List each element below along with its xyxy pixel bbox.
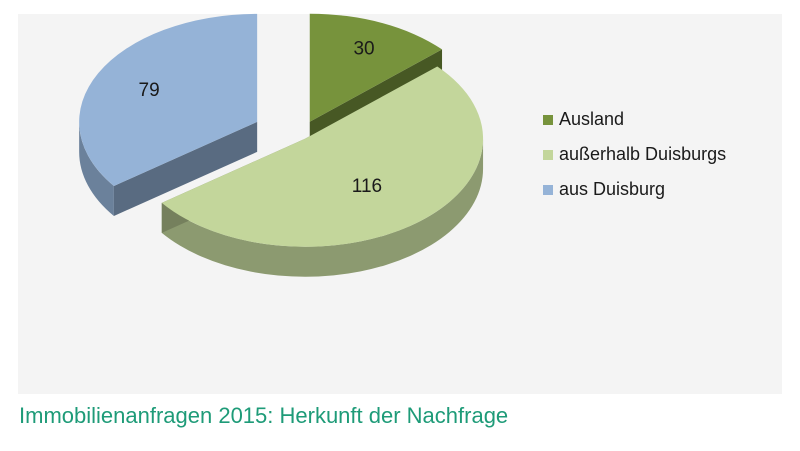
pie-slice-aus-duisburg <box>79 13 258 216</box>
data-label-ausserhalb-duisburgs: 116 <box>352 176 382 197</box>
legend-label-aus-duisburg: aus Duisburg <box>559 179 666 199</box>
pie-slice-top-ausland <box>309 13 443 122</box>
chart-legend: Ausland außerhalb Duisburgs aus Duisburg <box>543 102 726 207</box>
data-label-aus-duisburg: 79 <box>139 80 160 101</box>
legend-item-ausserhalb-duisburgs: außerhalb Duisburgs <box>543 137 726 172</box>
pie-slice-top-ausserhalb-duisburgs <box>161 66 484 247</box>
pie-slice-top-aus-duisburg <box>79 13 258 186</box>
pie-slice-ausserhalb-duisburgs <box>161 66 484 277</box>
slide-caption: Immobilienanfragen 2015: Herkunft der Na… <box>19 403 509 428</box>
pie-slice-side-aus-duisburg <box>113 121 258 216</box>
pie-slice-side-ausserhalb-duisburgs <box>161 138 484 277</box>
pie-slice-side-aus-duisburg <box>79 121 114 216</box>
legend-label-ausserhalb-duisburgs: außerhalb Duisburgs <box>559 144 727 164</box>
legend-swatch-ausland <box>543 114 553 125</box>
legend-label-ausland: Ausland <box>559 109 625 129</box>
data-label-ausland: 30 <box>353 39 374 60</box>
legend-item-aus-duisburg: aus Duisburg <box>543 172 726 207</box>
legend-swatch-ausserhalb-duisburgs <box>543 149 553 160</box>
legend-item-ausland: Ausland <box>543 102 726 137</box>
legend-swatch-aus-duisburg <box>543 184 553 195</box>
